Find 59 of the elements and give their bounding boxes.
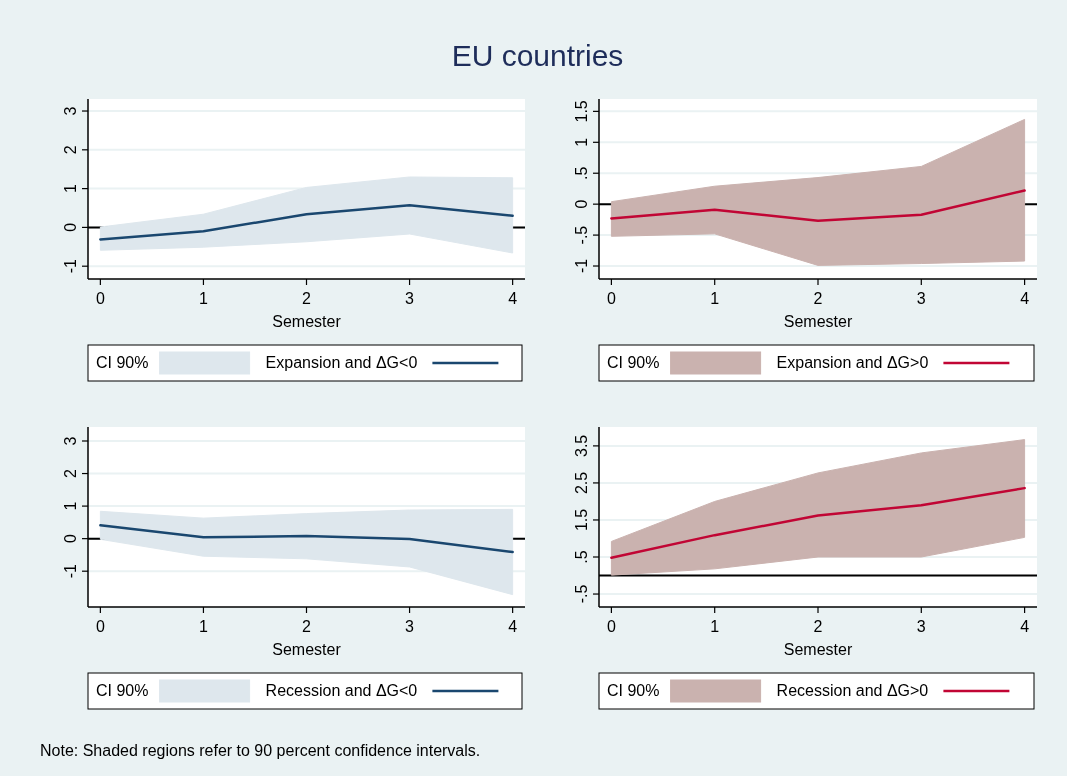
y-tick-label: 3 (62, 106, 79, 116)
y-tick-label: .5 (573, 550, 590, 564)
x-tick-label: 1 (710, 290, 720, 307)
line-series (610, 486, 1026, 559)
legend-label: Recession and ΔG<0 (265, 682, 418, 699)
x-tick-label: 3 (916, 618, 926, 635)
x-tick-label: 4 (508, 618, 518, 635)
x-tick-label: 1 (198, 618, 208, 635)
y-tick-label: 1.5 (573, 100, 590, 123)
legend-label: Recession and ΔG>0 (776, 682, 929, 699)
x-axis-title: Semester (272, 313, 342, 330)
legend-title: CI 90% (607, 682, 660, 699)
y-tick-label: 2 (62, 145, 79, 155)
x-tick-label: 0 (606, 618, 616, 635)
x-tick-label: 1 (198, 290, 208, 307)
x-tick-label: 0 (95, 290, 105, 307)
y-tick-label: 3 (62, 436, 79, 446)
line-series (99, 204, 514, 241)
y-tick-label: -1 (62, 258, 79, 274)
y-tick-label: -1 (62, 563, 79, 579)
y-tick-label: 2 (62, 469, 79, 478)
x-tick-label: 3 (916, 290, 926, 307)
y-tick-label: 0 (62, 222, 79, 232)
x-tick-label: 4 (1020, 618, 1030, 635)
x-tick-label: 4 (1020, 290, 1030, 307)
x-axis-title: Semester (783, 313, 853, 330)
y-tick-label: 1 (573, 137, 590, 147)
chart-title: EU countries (451, 39, 624, 72)
x-tick-label: 0 (606, 290, 616, 307)
y-tick-label: 1 (62, 184, 79, 194)
y-tick-label: 2.5 (573, 471, 590, 495)
legend-label: Expansion and ΔG<0 (265, 354, 418, 371)
y-tick-label: .5 (573, 166, 590, 180)
legend-label: Expansion and ΔG>0 (776, 354, 929, 371)
x-tick-label: 2 (302, 618, 312, 635)
x-tick-label: 3 (405, 290, 415, 307)
line-series (99, 524, 514, 554)
y-tick-label: 0 (62, 534, 79, 544)
x-tick-label: 2 (302, 290, 312, 307)
x-axis-title: Semester (272, 641, 342, 658)
x-axis-title: Semester (783, 641, 853, 658)
y-tick-label: 0 (573, 199, 590, 209)
x-tick-label: 1 (710, 618, 720, 635)
y-tick-label: 3.5 (573, 434, 590, 458)
x-tick-label: 2 (813, 618, 823, 635)
y-tick-label: -.5 (573, 225, 590, 245)
y-tick-label: -.5 (573, 584, 590, 604)
line-series (610, 189, 1026, 223)
legend-title: CI 90% (96, 682, 149, 699)
text: Note: Shaded regions refer to 90 percent confidence intervals. (40, 742, 481, 759)
y-tick-label: -1 (573, 258, 590, 274)
x-tick-label: 0 (95, 618, 105, 635)
y-tick-label: 1.5 (573, 508, 590, 532)
legend-title: CI 90% (96, 354, 149, 371)
x-tick-label: 3 (405, 618, 415, 635)
y-tick-label: 1 (62, 501, 79, 511)
x-tick-label: 4 (508, 290, 518, 307)
legend-title: CI 90% (607, 354, 660, 371)
x-tick-label: 2 (813, 290, 823, 307)
